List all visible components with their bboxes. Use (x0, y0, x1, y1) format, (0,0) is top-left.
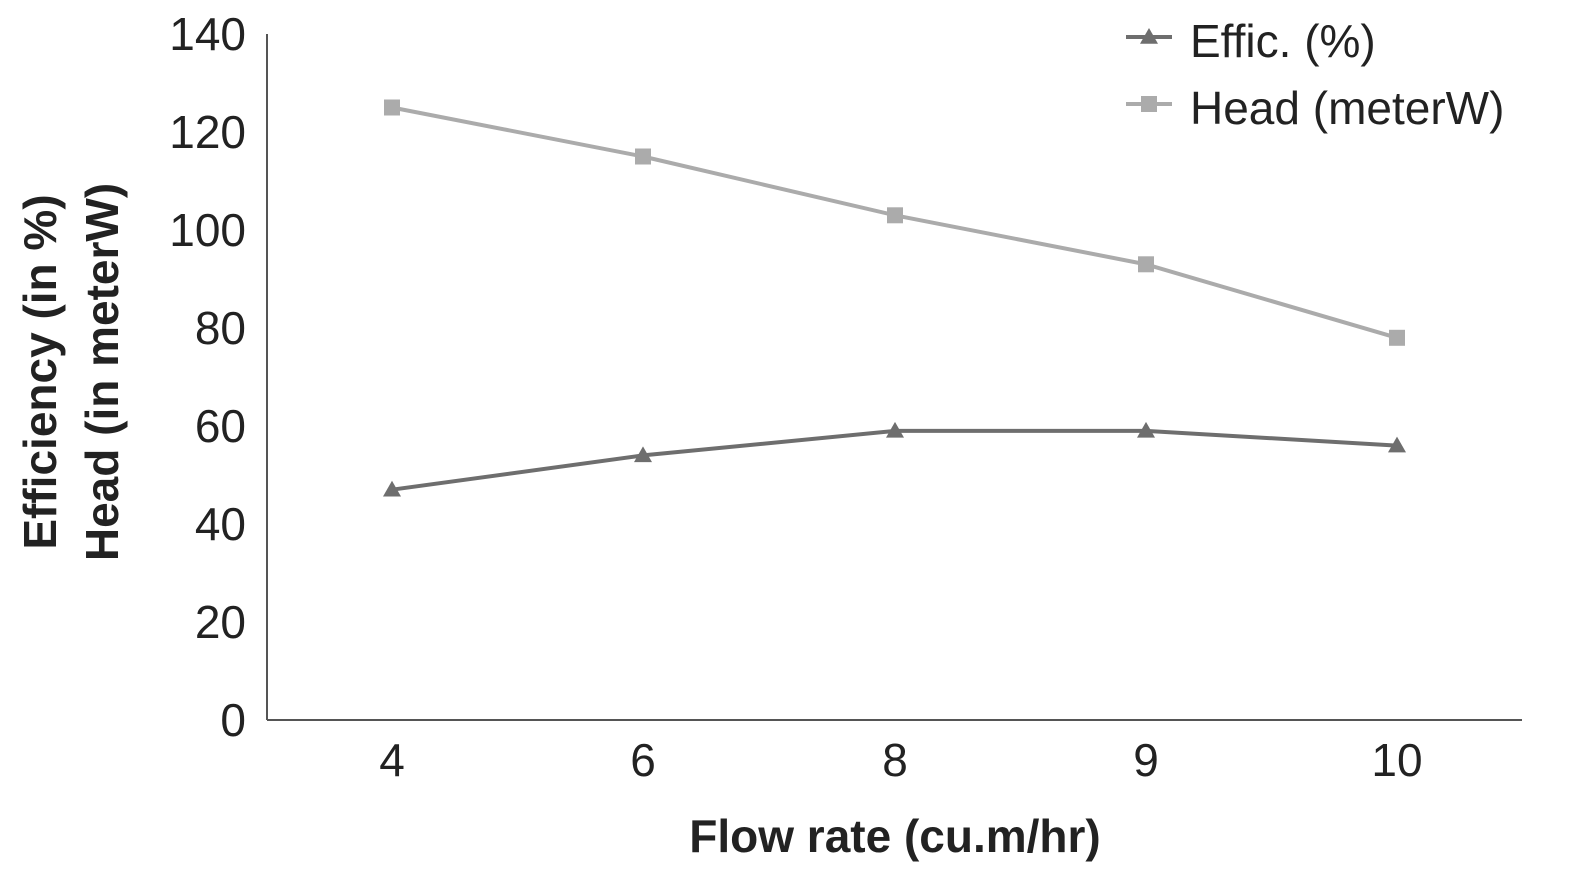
data-point (887, 207, 903, 224)
y-tick-label: 0 (220, 694, 246, 746)
y-tick-label: 120 (169, 106, 246, 158)
series-head (384, 99, 1405, 346)
series-line (391, 428, 1398, 492)
series-group (383, 99, 1406, 497)
data-point (1138, 256, 1154, 273)
y-axis-title-line-2: Head (in meterW) (76, 183, 128, 561)
y-tick-labels: 0 20 40 60 80 100 120 140 (169, 8, 246, 746)
data-point (384, 99, 400, 116)
data-point (634, 446, 652, 463)
x-tick-label: 10 (1371, 734, 1422, 786)
x-tick-label: 9 (1133, 734, 1159, 786)
data-point (1388, 436, 1406, 453)
legend-label: Head (meterW) (1190, 82, 1504, 134)
y-tick-label: 140 (169, 8, 246, 60)
legend-item: Effic. (%) (1126, 15, 1376, 67)
y-axis-title-line-1: Efficiency (in %) (14, 194, 66, 549)
legend-swatch-marker (1140, 28, 1158, 44)
data-point (886, 421, 904, 438)
y-tick-label: 60 (195, 400, 246, 452)
y-tick-label: 100 (169, 204, 246, 256)
legend-swatch-marker (1141, 96, 1157, 112)
series-efficiency (383, 421, 1406, 497)
y-tick-label: 20 (195, 596, 246, 648)
x-tick-label: 8 (882, 734, 908, 786)
legend-label: Effic. (%) (1190, 15, 1376, 67)
y-tick-label: 40 (195, 498, 246, 550)
data-point (1137, 421, 1155, 438)
x-tick-labels: 4 6 8 9 10 (379, 734, 1422, 786)
x-tick-label: 6 (630, 734, 656, 786)
x-tick-label: 4 (379, 734, 405, 786)
x-axis-title: Flow rate (cu.m/hr) (689, 810, 1100, 862)
legend: Effic. (%) Head (meterW) (1126, 15, 1504, 134)
data-point (1389, 329, 1405, 346)
legend-item: Head (meterW) (1126, 82, 1504, 134)
y-tick-label: 80 (195, 302, 246, 354)
data-point (635, 148, 651, 165)
data-point (383, 480, 401, 497)
